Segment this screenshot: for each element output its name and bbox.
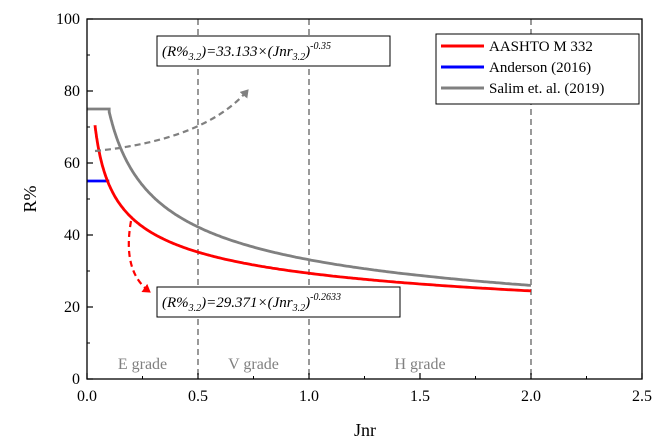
red-annotation-arrow [127,220,151,293]
y-tick-label: 100 [56,11,80,28]
y-tick-label: 20 [64,299,80,316]
x-tick-label: 0.5 [188,388,208,405]
y-tick-label: 80 [64,83,80,100]
series-line-aashto [93,125,532,293]
x-tick-label: 1.5 [410,388,430,405]
x-axis-title: Jnr [354,420,376,440]
region-label: E grade [118,356,167,373]
legend: AASHTO M 332 Anderson (2016) Salim et. al.… [435,33,640,105]
gray-equation-box: (R%3.2)=33.133×(Jnr3.2)-0.35 [156,35,391,67]
region-label: H grade [394,356,445,373]
y-tick-label: 0 [72,371,80,388]
legend-label: Salim et. al. (2019) [489,81,604,97]
series-line-salim [87,107,532,287]
region-label: V grade [228,356,279,373]
y-axis-title: R% [20,185,40,212]
gray-annotation-arrow [94,89,249,153]
gray-equation-text: (R%3.2)=33.133×(Jnr3.2)-0.35 [162,41,331,63]
red-equation-box: (R%3.2)=29.371×(Jnr3.2)-0.2633 [156,286,401,318]
x-tick-label: 0.0 [77,388,97,405]
legend-label: Anderson (2016) [489,60,591,76]
x-tick-label: 1.0 [299,388,319,405]
red-equation-text: (R%3.2)=29.371×(Jnr3.2)-0.2633 [162,292,341,314]
axis-ticks: 0.0 0.5 1.0 1.5 2.0 2.5 0 20 40 60 80 100 [56,11,652,405]
y-tick-label: 40 [64,227,80,244]
y-tick-label: 60 [64,155,80,172]
region-labels: E grade V grade H grade [118,356,446,373]
legend-label: AASHTO M 332 [489,39,593,55]
x-tick-label: 2.5 [632,388,652,405]
x-tick-label: 2.0 [521,388,541,405]
